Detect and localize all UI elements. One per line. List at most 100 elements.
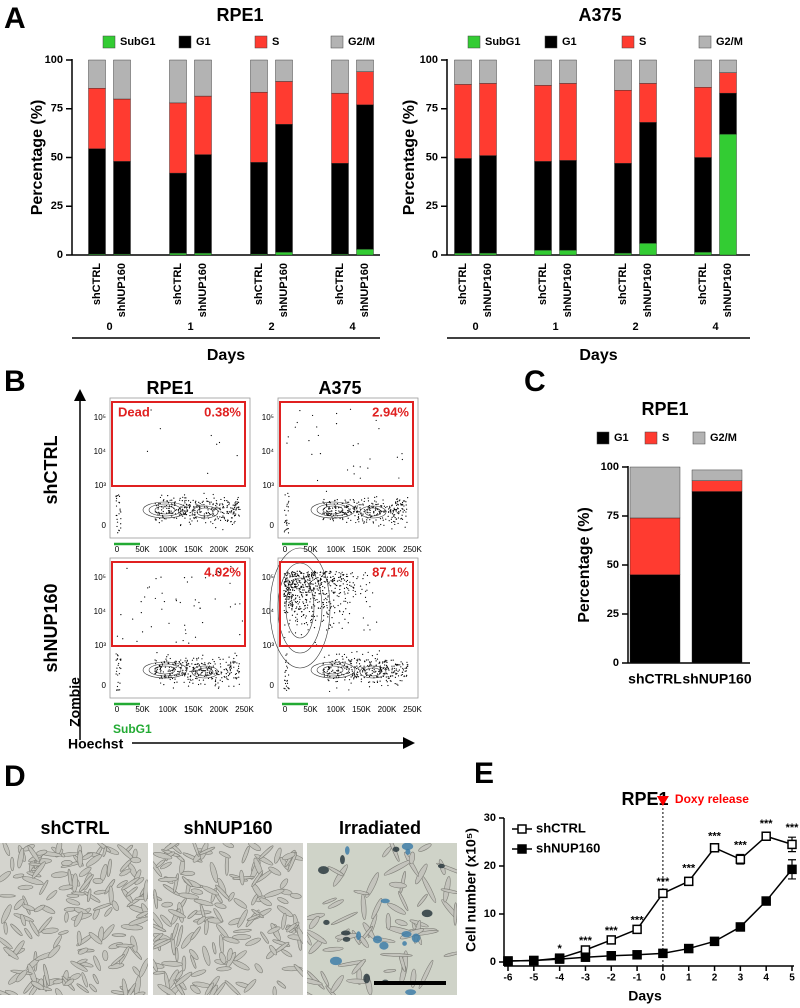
event-dot — [140, 601, 142, 603]
cell — [125, 983, 137, 995]
event-dot — [310, 621, 312, 624]
event-dot — [325, 593, 328, 595]
contour — [142, 501, 188, 519]
event-dot — [312, 579, 314, 581]
x-tick-label: shCTRL — [628, 671, 682, 687]
event-dot — [317, 434, 319, 437]
cell — [3, 946, 19, 960]
event-dot — [343, 600, 345, 602]
event-dot — [201, 621, 204, 624]
event-dot — [367, 665, 369, 667]
point — [709, 843, 720, 853]
event-dot — [116, 518, 118, 520]
event-dot — [175, 600, 177, 602]
event-dot — [234, 603, 236, 605]
event-dot — [183, 507, 186, 509]
event-dot — [365, 584, 367, 586]
event-dot — [115, 659, 117, 661]
event-dot — [284, 675, 286, 677]
event-dot — [333, 599, 335, 601]
cell — [325, 985, 341, 995]
event-dot — [313, 588, 315, 590]
x-tick-label: 1 — [686, 973, 692, 984]
event-dot — [295, 572, 297, 574]
event-dot — [336, 584, 338, 587]
event-dot — [357, 660, 359, 662]
cell — [254, 853, 274, 866]
event-dot — [334, 500, 336, 502]
event-dot — [338, 585, 341, 587]
event-dot — [352, 507, 354, 509]
event-dot — [358, 511, 360, 513]
cell — [128, 916, 148, 926]
event-dot — [363, 521, 365, 523]
event-dot — [213, 673, 215, 675]
event-dot — [342, 611, 345, 613]
event-dot — [311, 589, 314, 591]
x-tick-label: -4 — [555, 973, 564, 984]
event-dot — [288, 592, 290, 594]
cell — [93, 955, 101, 971]
event-dot — [167, 670, 169, 672]
event-dot — [211, 507, 213, 509]
event-dot — [233, 677, 235, 679]
event-dot — [324, 593, 326, 596]
event-dot — [292, 604, 294, 606]
cell — [92, 973, 99, 985]
event-dot — [160, 671, 162, 673]
event-dot — [119, 689, 121, 691]
event-dot — [393, 520, 395, 523]
event-dot — [223, 516, 225, 518]
event-dot — [306, 599, 308, 601]
contour — [148, 663, 182, 677]
event-dot — [162, 500, 165, 502]
cell — [31, 861, 46, 879]
event-dot — [194, 599, 196, 601]
bar-segment — [113, 59, 131, 100]
cell — [79, 874, 94, 893]
event-dot — [309, 591, 311, 593]
cell — [73, 911, 83, 927]
y-tick-label: 25 — [607, 608, 619, 620]
cell — [31, 981, 45, 990]
event-dot — [344, 512, 346, 514]
event-dot — [343, 512, 345, 514]
point — [735, 854, 746, 865]
stained-cell — [405, 989, 417, 995]
cell — [161, 901, 173, 908]
event-dot — [171, 499, 173, 501]
event-dot — [221, 516, 223, 519]
event-dot — [325, 597, 327, 600]
event-dot — [346, 602, 349, 604]
event-dot — [228, 511, 231, 513]
event-dot — [363, 669, 365, 671]
event-dot — [286, 572, 288, 574]
event-dot — [184, 513, 186, 516]
event-dot — [351, 572, 353, 574]
event-dot — [176, 681, 178, 683]
event-dot — [327, 596, 329, 598]
event-dot — [291, 606, 294, 608]
contour — [316, 663, 350, 677]
event-dot — [169, 673, 171, 675]
event-dot — [369, 512, 371, 514]
event-dot — [343, 587, 346, 589]
event-dot — [306, 607, 308, 609]
event-dot — [217, 507, 219, 509]
event-dot — [227, 671, 229, 673]
point — [606, 951, 617, 961]
event-dot — [190, 679, 192, 682]
event-dot — [390, 511, 392, 513]
event-dot — [239, 603, 241, 605]
event-dot — [236, 655, 238, 657]
point — [529, 955, 539, 966]
event-dot — [367, 497, 369, 499]
y-tick-label: 10⁵ — [262, 573, 274, 582]
event-dot — [312, 610, 314, 613]
point — [503, 956, 513, 966]
event-dot — [335, 676, 337, 678]
event-dot — [338, 670, 340, 672]
event-dot — [188, 507, 191, 509]
event-dot — [335, 509, 337, 512]
event-dot — [308, 589, 310, 591]
